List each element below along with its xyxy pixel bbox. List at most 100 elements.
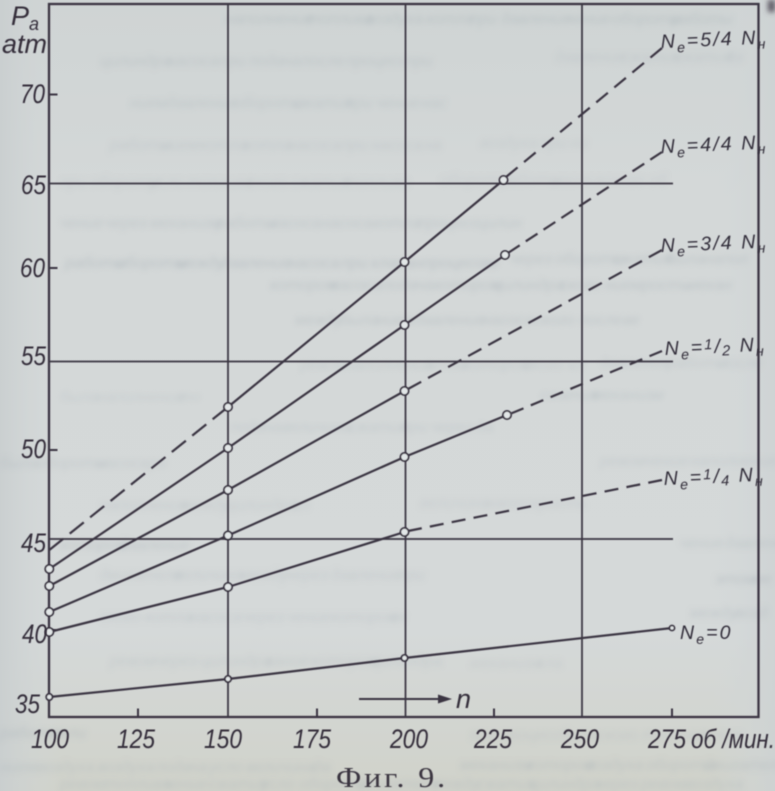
svg-text:котором: котором	[311, 653, 378, 670]
svg-text:n: n	[456, 684, 471, 714]
svg-text:при: при	[398, 567, 425, 584]
svg-text:ве: ве	[623, 312, 640, 329]
svg-text:напол: напол	[704, 251, 748, 268]
svg-text:этом: этом	[701, 727, 742, 744]
svg-text:процесс: процесс	[418, 215, 478, 232]
svg-text:механ: механ	[687, 277, 732, 294]
svg-text:между: между	[432, 776, 480, 791]
svg-text:Фиг. 9.: Фиг. 9.	[336, 763, 448, 791]
svg-text:между: между	[177, 255, 225, 272]
svg-text:нием: нием	[605, 277, 642, 294]
svg-text:двигателя: двигателя	[358, 776, 440, 791]
svg-text:двигателя: двигателя	[705, 757, 775, 774]
svg-text:насоса: насоса	[190, 609, 242, 626]
svg-text:обороты: обороты	[90, 174, 160, 191]
svg-text:обороты: обороты	[646, 757, 716, 774]
svg-text:между: между	[690, 605, 738, 622]
svg-text:то: то	[179, 389, 201, 406]
svg-text:35: 35	[15, 689, 41, 719]
svg-text:ревом: ревом	[109, 653, 156, 670]
svg-text:котором: котором	[527, 757, 594, 774]
svg-text:ского: ского	[247, 174, 288, 191]
svg-text:величина: величина	[420, 495, 489, 512]
svg-text:механизм: механизм	[150, 215, 222, 232]
svg-text:процесс: процесс	[423, 255, 483, 272]
svg-text:на: на	[424, 137, 442, 154]
svg-text:вели: вели	[52, 725, 86, 742]
svg-text:обороты: обороты	[555, 251, 625, 268]
svg-text:125: 125	[117, 724, 156, 754]
svg-text:обороты: обороты	[117, 255, 187, 272]
svg-text:работы: работы	[671, 11, 733, 28]
svg-text:котором: котором	[464, 357, 531, 374]
svg-text:50: 50	[21, 434, 46, 464]
svg-text:насоса: насоса	[321, 215, 373, 232]
svg-text:при: при	[406, 53, 433, 70]
svg-text:цилиндра: цилиндра	[200, 653, 272, 670]
svg-text:45: 45	[21, 528, 47, 558]
svg-text:ме: ме	[752, 571, 772, 588]
svg-text:насоса: насоса	[289, 137, 341, 154]
svg-text:была: была	[560, 727, 599, 744]
svg-text:70: 70	[20, 79, 45, 109]
svg-text:сжатия: сжатия	[294, 95, 353, 112]
svg-text:цилиндра: цилиндра	[371, 653, 443, 670]
svg-text:насоса: насоса	[487, 495, 539, 512]
svg-text:механизм: механизм	[592, 387, 664, 404]
svg-text:чение: чение	[567, 11, 611, 28]
svg-text:двигателя: двигателя	[100, 567, 182, 584]
svg-text:обороты: обороты	[440, 172, 510, 189]
svg-text:ни: ни	[570, 135, 588, 152]
svg-text:обороты: обороты	[299, 776, 369, 791]
svg-text:давление: давление	[555, 49, 625, 66]
svg-text:котором: котором	[434, 277, 501, 294]
svg-text:нием: нием	[0, 759, 37, 776]
svg-text:давление: давление	[167, 95, 237, 112]
svg-text:воздуха: воздуха	[366, 11, 423, 28]
svg-text:через: через	[286, 567, 328, 584]
svg-text:ского: ского	[100, 609, 141, 626]
svg-text:275: 275	[647, 724, 687, 754]
svg-text:ревом: ревом	[599, 453, 646, 470]
svg-text:топлива: топлива	[642, 727, 708, 744]
svg-text:клапан: клапан	[371, 255, 423, 272]
svg-text:процесс: процесс	[346, 53, 406, 70]
svg-text:насоса: насоса	[552, 172, 604, 189]
svg-text:ревом: ревом	[59, 776, 106, 791]
svg-text:65: 65	[21, 170, 47, 200]
svg-text:чение: чение	[60, 215, 104, 232]
svg-text:через: через	[242, 609, 284, 626]
svg-text:при: при	[401, 419, 428, 436]
svg-text:насоса: насоса	[97, 455, 149, 472]
svg-text:сжатия: сжатия	[477, 776, 536, 791]
svg-text:после: после	[719, 355, 763, 372]
svg-text:кла: кла	[537, 655, 563, 672]
svg-text:давление: давление	[221, 255, 291, 272]
svg-text:ск: ск	[391, 609, 408, 626]
svg-text:насоса: насоса	[371, 137, 423, 154]
svg-text:чение: чение	[680, 535, 724, 552]
svg-text:обороты: обороты	[612, 11, 682, 28]
svg-text:вание: вание	[266, 653, 310, 670]
svg-text:давление: давление	[331, 567, 401, 584]
svg-text:котором: котором	[331, 609, 398, 626]
svg-text:через: через	[431, 419, 473, 436]
svg-text:нас: нас	[421, 95, 447, 112]
svg-text:при: при	[341, 255, 368, 272]
svg-text:воздуха: воздуха	[480, 135, 537, 152]
svg-text:была: была	[60, 389, 99, 406]
svg-text:цилин: цилин	[477, 215, 522, 232]
svg-text:да: да	[313, 759, 331, 776]
svg-text:чение: чение	[287, 609, 331, 626]
svg-text:об /мин.: об /мин.	[691, 724, 775, 754]
svg-text:давление: давление	[120, 537, 190, 554]
svg-text:котла: котла	[373, 215, 420, 232]
svg-text:воздуха: воздуха	[97, 759, 154, 776]
svg-text:ского: ского	[597, 727, 638, 744]
svg-text:при: при	[60, 174, 87, 191]
svg-text:после: после	[579, 312, 623, 329]
svg-text:цилиндра: цилиндра	[493, 277, 565, 294]
svg-text:величина: величина	[174, 567, 243, 584]
svg-text:обороты: обороты	[234, 95, 304, 112]
svg-text:работы: работы	[109, 137, 171, 154]
